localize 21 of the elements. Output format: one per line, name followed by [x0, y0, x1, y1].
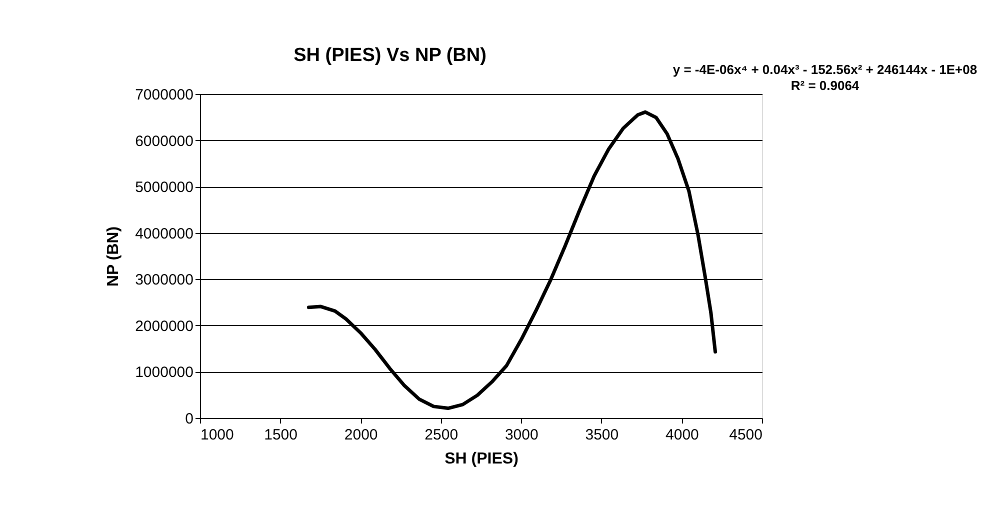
y-axis-title: NP (BN): [105, 226, 122, 287]
chart-title: SH (PIES) Vs NP (BN): [294, 45, 486, 66]
x-tick-label: 3000: [504, 426, 538, 444]
y-tick-label: 5000000: [135, 179, 194, 196]
x-tick-label: 4000: [666, 426, 699, 444]
y-tick-label: 4000000: [135, 225, 194, 242]
text: y = -4E-06x⁴ + 0.04x³ - 152.56x² + 246144x - 1E+08: [672, 62, 978, 77]
text: R² = 0.9064: [790, 78, 860, 93]
y-tick-label: 3000000: [135, 272, 194, 289]
x-axis-title: SH (PIES): [444, 450, 518, 468]
x-tick-label: 1000: [200, 426, 234, 444]
x-tick-label: 1500: [264, 426, 298, 444]
y-tick-label: 7000000: [135, 86, 194, 104]
x-tick-label: 2000: [344, 426, 378, 444]
x-tick-label: 2500: [424, 426, 458, 444]
y-tick-label: 0: [185, 410, 194, 428]
y-tick-label: 2000000: [135, 318, 194, 335]
x-tick-label: 3500: [585, 426, 619, 444]
y-tick-label: 6000000: [135, 132, 194, 150]
y-tick-label: 1000000: [135, 364, 194, 382]
x-tick-label: 4500: [729, 426, 762, 444]
